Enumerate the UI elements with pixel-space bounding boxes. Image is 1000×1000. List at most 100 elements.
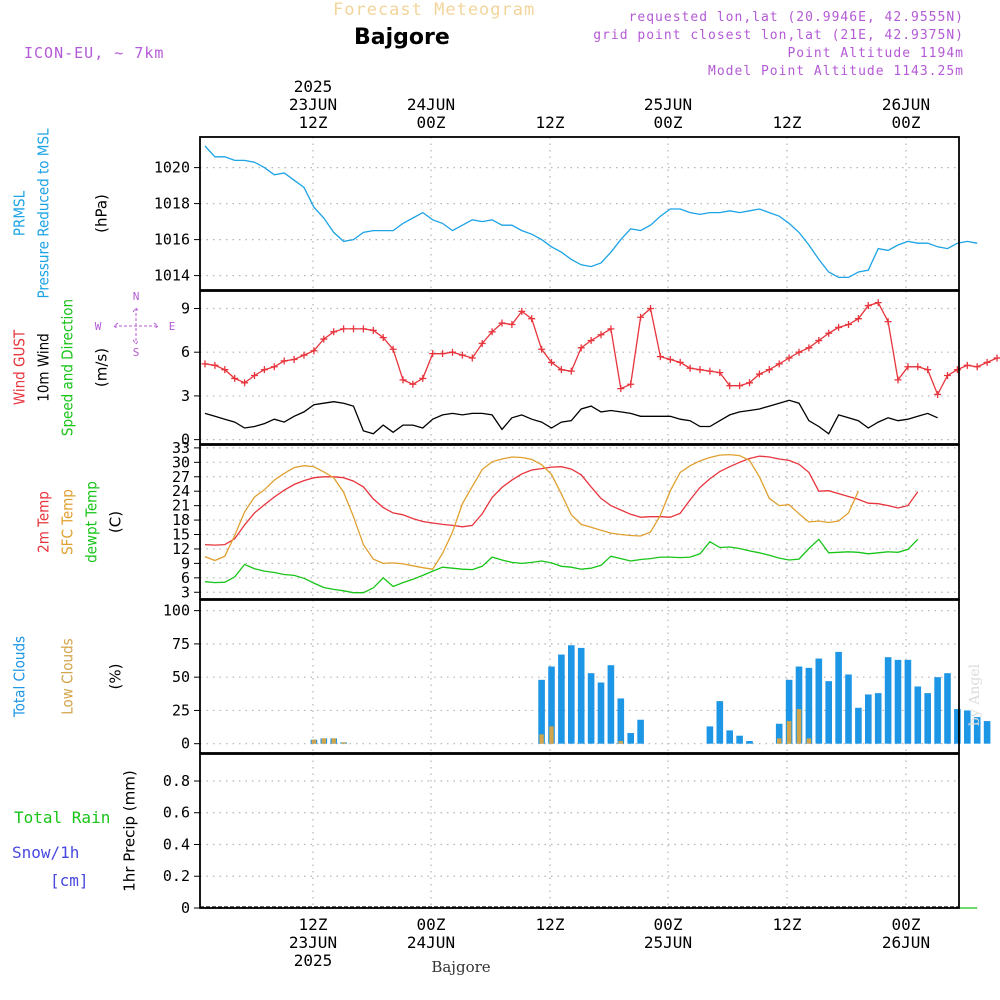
panel-label: Pressure Reduced to MSL [35, 128, 53, 299]
time-tick-label: 00Z [417, 113, 446, 132]
gust-marker [587, 337, 595, 345]
panel-frame [199, 290, 960, 445]
gust-marker [656, 353, 664, 361]
compass-label: N [133, 290, 140, 303]
y-tick-label: 3 [181, 583, 190, 601]
gust-marker [944, 372, 951, 380]
y-tick-label: 21 [172, 497, 190, 515]
gust-marker [300, 351, 308, 359]
y-tick-label: 6 [181, 343, 190, 361]
panel-label: Speed and Direction [59, 299, 77, 436]
time-tick-label: 2025 [294, 951, 333, 970]
y-tick-label: 1018 [154, 195, 190, 213]
gust-marker [597, 331, 605, 339]
y-tick-label: 0 [181, 735, 190, 753]
gust-marker [696, 366, 704, 374]
gust-marker [845, 321, 852, 329]
gust-marker [825, 329, 833, 337]
gust-marker [983, 358, 991, 366]
y-tick-label: 0.8 [163, 772, 190, 790]
requested-point: requested lon,lat (20.9946E, 42.9555N) [628, 10, 964, 25]
wind-gust-line [204, 301, 1000, 397]
svg-text:by Angel: by Angel [967, 663, 983, 726]
total-cloud-bar [964, 710, 971, 744]
time-tick-label: 12Z [773, 915, 802, 934]
total-cloud-bar [934, 677, 941, 744]
total-cloud-bar [845, 674, 852, 744]
y-tick-label: 30 [172, 453, 190, 471]
panel-label: Total Clouds [11, 636, 29, 718]
total-cloud-bar [548, 666, 555, 744]
gust-marker [429, 350, 437, 358]
gust-marker [310, 347, 318, 355]
total-cloud-bar [597, 682, 605, 744]
y-tick-label: 75 [172, 635, 190, 653]
gust-marker [805, 344, 813, 352]
gust-marker [676, 358, 684, 366]
compass-label: S [133, 346, 140, 359]
time-tick-label: 24JUN [407, 933, 455, 952]
y-tick-label: 0.6 [163, 804, 190, 822]
total-cloud-bar [865, 694, 872, 744]
panel-label: Low Clouds [59, 638, 77, 714]
time-tick-label: 26JUN [882, 95, 930, 114]
gust-marker [973, 363, 981, 371]
low-cloud-bar [321, 738, 326, 744]
total-cloud-bar [746, 741, 753, 744]
gust-marker [488, 328, 496, 336]
low-cloud-bar [341, 742, 346, 744]
panel-label: 2m Temp [35, 491, 53, 553]
total-cloud-bar [736, 735, 743, 744]
y-tick-label: 3 [181, 387, 190, 405]
total-cloud-bar [983, 721, 991, 744]
product-title: Forecast Meteogram [333, 0, 536, 20]
total-cloud-bar [716, 701, 724, 744]
y-tick-label: 1014 [154, 267, 190, 285]
total-cloud-bar [894, 659, 902, 744]
gust-marker [706, 367, 714, 375]
gust-marker [508, 321, 516, 329]
grid-point: grid point closest lon,lat (21E, 42.9375… [593, 28, 964, 43]
gust-marker [874, 299, 882, 307]
time-tick-label: 23JUN [289, 933, 337, 952]
time-tick-label: 12Z [536, 113, 565, 132]
model-name: ICON-EU, ~ 7km [24, 44, 165, 62]
total-cloud-bar [855, 707, 862, 744]
gust-marker [577, 344, 585, 352]
location-title: Bajgore [354, 25, 450, 50]
total-cloud-bar [815, 658, 823, 744]
y-tick-label: 15 [172, 526, 190, 544]
gust-marker [785, 354, 793, 362]
gust-marker [924, 366, 932, 374]
gust-marker [468, 354, 476, 362]
low-cloud-bar [618, 741, 623, 744]
gust-marker [498, 319, 506, 327]
total-cloud-bar [558, 654, 565, 744]
total-cloud-bar [795, 666, 803, 744]
compass-label: W [95, 320, 102, 333]
y-tick-label: 18 [172, 511, 190, 529]
time-tick-label: 2025 [294, 77, 333, 96]
total-cloud-bar [904, 659, 912, 744]
gust-marker [251, 372, 258, 380]
panel-frame [199, 136, 960, 291]
gust-marker [567, 367, 575, 375]
10m-wind-line [204, 399, 938, 435]
panel-label: Wind GUST [11, 329, 29, 405]
gust-marker [211, 361, 219, 369]
2m-temp-line [204, 455, 919, 546]
gust-marker [775, 360, 783, 368]
point-altitude: Point Altitude 1194m [787, 46, 964, 61]
gust-marker [736, 382, 744, 390]
total-cloud-bar [785, 679, 793, 744]
gust-marker [894, 376, 902, 384]
low-cloud-bar [806, 738, 812, 744]
gust-marker [320, 335, 328, 343]
low-cloud-bar [796, 709, 802, 744]
gust-marker [478, 339, 486, 347]
gust-marker [815, 337, 823, 345]
gust-marker [686, 364, 694, 372]
gust-marker [201, 360, 209, 368]
time-tick-label: 25JUN [644, 933, 692, 952]
gust-marker [835, 323, 843, 331]
